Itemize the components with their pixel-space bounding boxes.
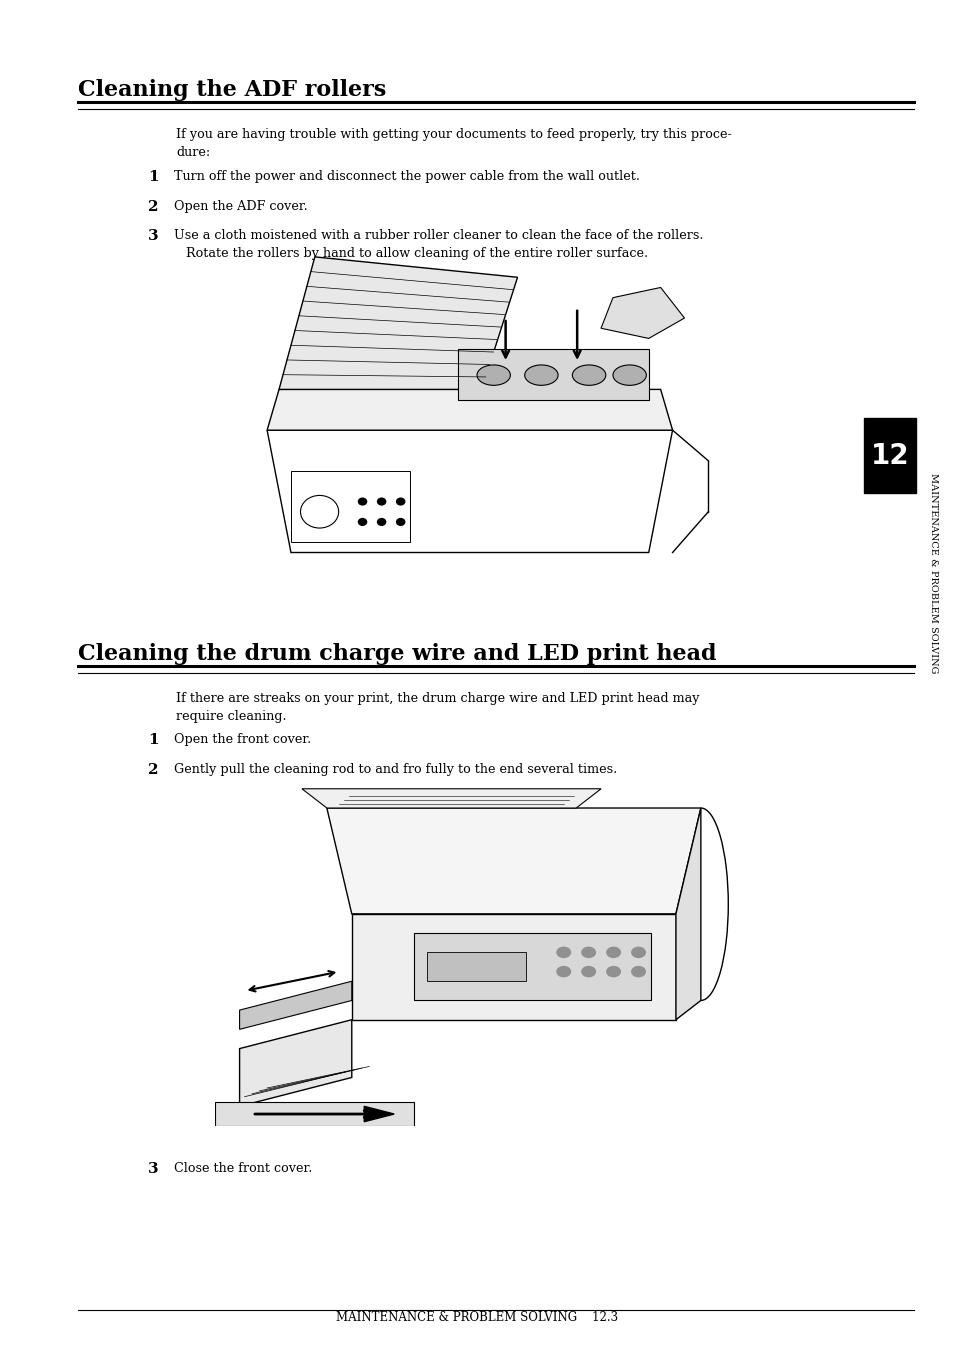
Text: Gently pull the cleaning rod to and fro fully to the end several times.: Gently pull the cleaning rod to and fro … — [173, 763, 617, 776]
Ellipse shape — [524, 365, 558, 386]
Text: 3: 3 — [148, 229, 158, 243]
Polygon shape — [364, 1107, 394, 1122]
Text: If there are streaks on your print, the drum charge wire and LED print head may
: If there are streaks on your print, the … — [176, 692, 700, 723]
Circle shape — [376, 497, 386, 506]
Polygon shape — [352, 914, 676, 1019]
Circle shape — [630, 946, 645, 958]
Circle shape — [395, 518, 405, 526]
Text: Use a cloth moistened with a rubber roller cleaner to clean the face of the roll: Use a cloth moistened with a rubber roll… — [173, 229, 702, 260]
Text: 2: 2 — [148, 763, 158, 776]
Text: 3: 3 — [148, 1162, 158, 1175]
Circle shape — [630, 965, 645, 977]
Circle shape — [605, 946, 620, 958]
Text: If you are having trouble with getting your documents to feed properly, try this: If you are having trouble with getting y… — [176, 128, 732, 159]
Ellipse shape — [476, 365, 510, 386]
Text: Close the front cover.: Close the front cover. — [173, 1162, 312, 1175]
Bar — [426, 952, 526, 981]
Polygon shape — [239, 981, 352, 1030]
Text: 1: 1 — [148, 733, 158, 747]
Text: Open the ADF cover.: Open the ADF cover. — [173, 200, 307, 213]
Text: 2: 2 — [148, 200, 158, 213]
Polygon shape — [301, 789, 600, 807]
Text: 12: 12 — [870, 442, 908, 469]
Circle shape — [395, 497, 405, 506]
Text: MAINTENANCE & PROBLEM SOLVING: MAINTENANCE & PROBLEM SOLVING — [927, 473, 937, 673]
Polygon shape — [414, 933, 650, 1000]
Bar — [291, 470, 410, 542]
Text: MAINTENANCE & PROBLEM SOLVING    12.3: MAINTENANCE & PROBLEM SOLVING 12.3 — [335, 1310, 618, 1324]
Text: Turn off the power and disconnect the power cable from the wall outlet.: Turn off the power and disconnect the po… — [173, 170, 639, 183]
Ellipse shape — [572, 365, 605, 386]
Text: 1: 1 — [148, 170, 158, 183]
Polygon shape — [327, 807, 700, 914]
Circle shape — [357, 518, 367, 526]
Ellipse shape — [612, 365, 646, 386]
Bar — [457, 349, 648, 399]
Circle shape — [357, 497, 367, 506]
Polygon shape — [239, 1019, 352, 1107]
Text: Cleaning the drum charge wire and LED print head: Cleaning the drum charge wire and LED pr… — [78, 643, 716, 665]
Circle shape — [580, 965, 596, 977]
Text: Cleaning the ADF rollers: Cleaning the ADF rollers — [78, 78, 386, 101]
Polygon shape — [676, 807, 700, 1019]
Circle shape — [580, 946, 596, 958]
Polygon shape — [600, 287, 683, 338]
Bar — [863, 418, 915, 493]
Circle shape — [605, 965, 620, 977]
Circle shape — [556, 965, 571, 977]
Circle shape — [556, 946, 571, 958]
Circle shape — [376, 518, 386, 526]
Polygon shape — [214, 1103, 414, 1126]
Polygon shape — [278, 257, 517, 390]
Polygon shape — [267, 390, 672, 430]
Text: Open the front cover.: Open the front cover. — [173, 733, 311, 747]
